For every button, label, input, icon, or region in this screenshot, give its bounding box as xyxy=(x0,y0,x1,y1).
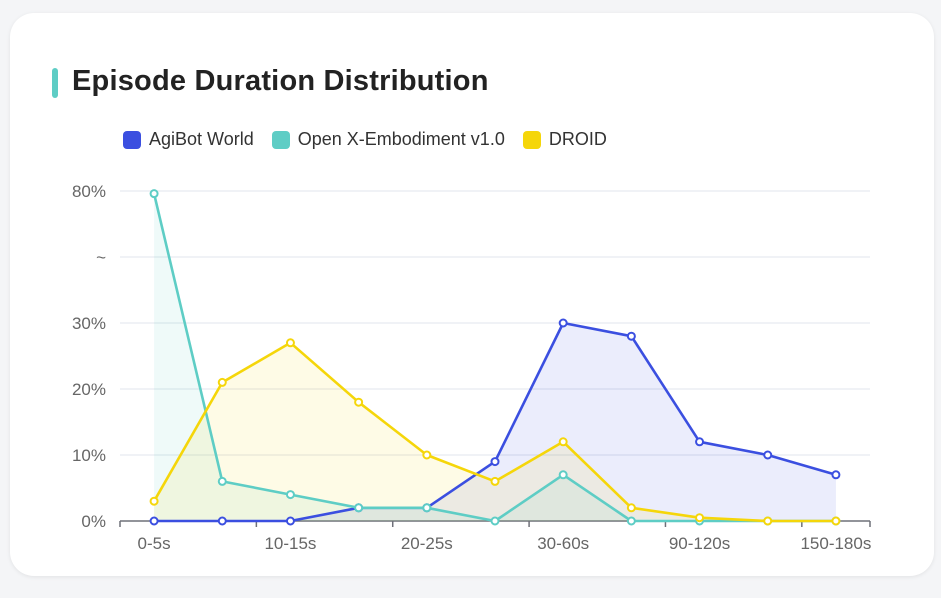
data-point xyxy=(490,476,500,486)
legend-item-oxe[interactable]: Open X-Embodiment v1.0 xyxy=(271,129,505,150)
area-0 xyxy=(154,323,836,521)
x-tick-label: 30-60s xyxy=(537,534,589,553)
legend-swatch xyxy=(271,130,290,149)
title-accent-bar xyxy=(52,68,58,98)
data-point xyxy=(285,516,295,526)
data-point xyxy=(285,338,295,348)
x-tick-label: 150-180s xyxy=(800,534,871,553)
data-point xyxy=(149,496,159,506)
legend-label: DROID xyxy=(548,129,607,149)
data-point xyxy=(217,377,227,387)
area-2 xyxy=(154,342,836,521)
chart-title: Episode Duration Distribution xyxy=(72,65,489,97)
data-point xyxy=(626,503,636,513)
legend-swatch xyxy=(123,130,141,149)
x-tick-label: 0-5s xyxy=(138,534,171,553)
data-point xyxy=(695,513,705,523)
data-point xyxy=(354,503,364,513)
data-point xyxy=(354,397,364,407)
data-point xyxy=(490,516,500,526)
data-point xyxy=(217,476,227,486)
legend-item-droid[interactable]: DROID xyxy=(522,129,607,150)
data-point xyxy=(149,189,159,199)
data-point xyxy=(217,516,227,526)
y-tick-label: ~ xyxy=(96,248,106,267)
area-1 xyxy=(154,193,836,521)
data-point xyxy=(422,450,432,460)
data-point xyxy=(626,331,636,341)
data-point xyxy=(763,450,773,460)
y-tick-label: 80% xyxy=(72,182,106,201)
y-tick-label: 0% xyxy=(81,512,106,531)
data-point xyxy=(422,503,432,513)
legend-item-agibot[interactable]: AgiBot World xyxy=(123,129,254,150)
x-tick-label: 10-15s xyxy=(264,534,316,553)
y-tick-label: 10% xyxy=(72,446,106,465)
data-point xyxy=(558,437,568,447)
data-point xyxy=(558,470,568,480)
x-tick-label: 90-120s xyxy=(669,534,730,553)
y-tick-label: 30% xyxy=(72,314,106,333)
data-point xyxy=(558,318,568,328)
data-point xyxy=(695,437,705,447)
data-point xyxy=(490,457,500,467)
data-point xyxy=(626,516,636,526)
data-point xyxy=(831,516,841,526)
data-point xyxy=(149,516,159,526)
legend-swatch xyxy=(522,130,541,149)
legend: AgiBot World Open X-Embodiment v1.0 DROI… xyxy=(123,129,607,150)
y-tick-label: 20% xyxy=(72,380,106,399)
data-point xyxy=(763,516,773,526)
data-point xyxy=(285,490,295,500)
legend-label: AgiBot World xyxy=(149,129,254,149)
data-point xyxy=(831,470,841,480)
legend-label: Open X-Embodiment v1.0 xyxy=(297,129,505,149)
x-tick-label: 20-25s xyxy=(401,534,453,553)
